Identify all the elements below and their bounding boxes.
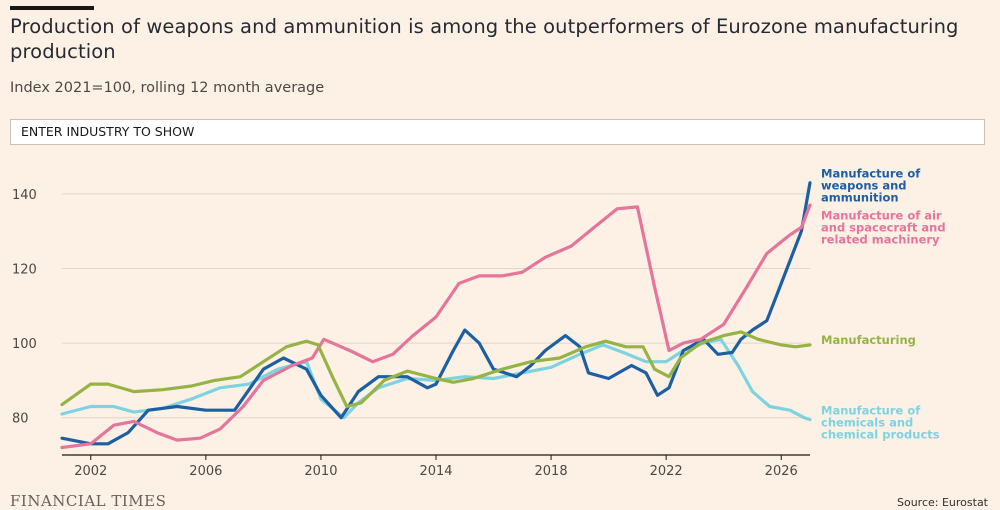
x-tick-label: 2022 — [650, 464, 683, 479]
y-tick-label: 140 — [12, 188, 37, 203]
y-tick-label: 100 — [12, 337, 37, 352]
brand-bar — [10, 6, 94, 10]
chart-subtitle: Index 2021=100, rolling 12 month average — [10, 80, 325, 96]
x-tick-label: 2014 — [419, 464, 452, 479]
y-tick-label: 80 — [12, 412, 29, 427]
series-label-4: Manufacturing — [821, 333, 916, 347]
y-tick-label: 120 — [12, 262, 37, 277]
line-chart: 80 100 120 140 2002 2006 2010 2014 2018 2022 2026 M… — [12, 167, 946, 479]
series-line-2 — [60, 181, 812, 446]
chart-title: Production of weapons and ammunition is … — [10, 15, 959, 63]
series-label-2: Manufacture of weapons and ammunition — [821, 167, 921, 205]
series-label-1: Manufacture of chemicals and chemical prod… — [821, 404, 940, 442]
x-tick-label: 2018 — [535, 464, 568, 479]
x-tick-label: 2010 — [304, 464, 337, 479]
series-label-3: Manufacture of air and spacecraft and rela… — [821, 209, 946, 247]
x-tick-label: 2026 — [765, 464, 798, 479]
ft-logo: FINANCIAL TIMES — [10, 492, 167, 510]
x-tick-label: 2002 — [74, 464, 107, 479]
source-note: Source: Eurostat — [896, 496, 988, 509]
industry-search-input[interactable]: ENTER INDUSTRY TO SHOW — [10, 119, 985, 145]
x-tick-label: 2006 — [189, 464, 222, 479]
series-line-4 — [60, 330, 812, 409]
series-line-3 — [60, 203, 812, 450]
